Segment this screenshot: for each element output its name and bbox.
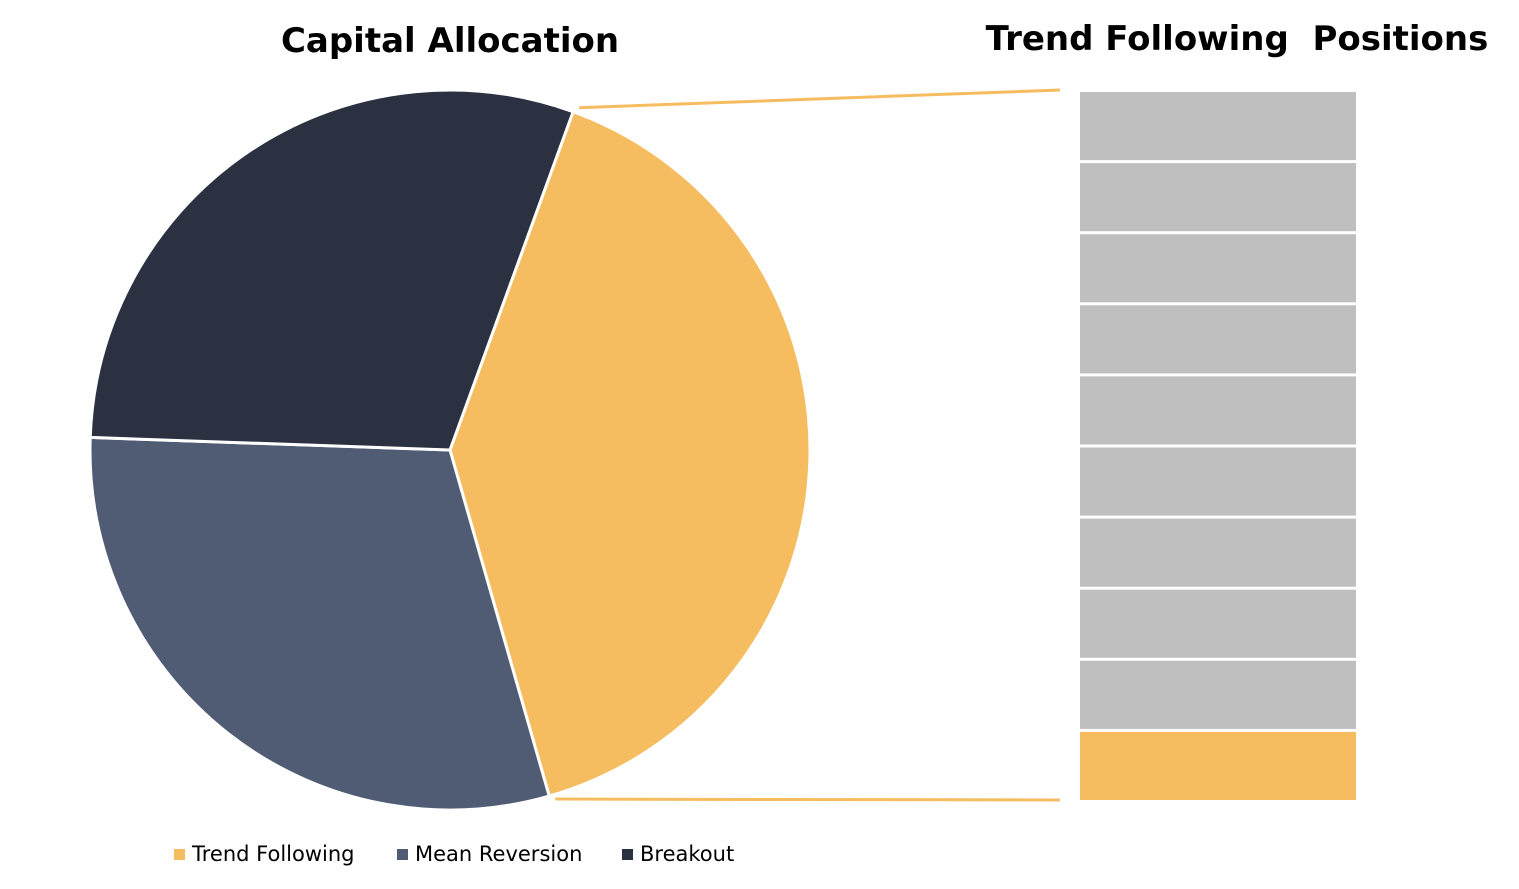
pie-slices — [88, 88, 812, 812]
positions-stack — [1080, 92, 1356, 800]
pie-chart-title: Capital Allocation — [281, 21, 619, 61]
position-segment — [1080, 518, 1356, 587]
legend-swatch-trend-following — [174, 849, 185, 860]
legend-swatch-breakout — [622, 849, 633, 860]
pie-legend: Trend Following Mean Reversion Breakout — [174, 842, 734, 866]
position-segment — [1080, 376, 1356, 445]
position-segment-highlighted — [1080, 731, 1356, 800]
position-segment — [1080, 447, 1356, 516]
connector-line-bottom — [555, 797, 1061, 802]
position-segment — [1080, 163, 1356, 232]
position-segment — [1080, 92, 1356, 161]
legend-swatch-mean-reversion — [397, 849, 408, 860]
pie-slice-breakout — [88, 88, 576, 452]
pie-slice-trend-following — [448, 109, 812, 798]
pie-slice-mean-reversion — [88, 435, 552, 812]
position-segment — [1080, 305, 1356, 374]
legend-label-trend-following: Trend Following — [191, 842, 355, 866]
position-segment — [1080, 589, 1356, 658]
connector-lines — [555, 88, 1061, 802]
position-segment — [1080, 660, 1356, 729]
position-segment — [1080, 234, 1356, 303]
legend-label-breakout: Breakout — [640, 842, 734, 866]
positions-chart-title: Trend Following Positions — [986, 19, 1489, 59]
legend-label-mean-reversion: Mean Reversion — [415, 842, 582, 866]
connector-line-top — [579, 88, 1061, 110]
